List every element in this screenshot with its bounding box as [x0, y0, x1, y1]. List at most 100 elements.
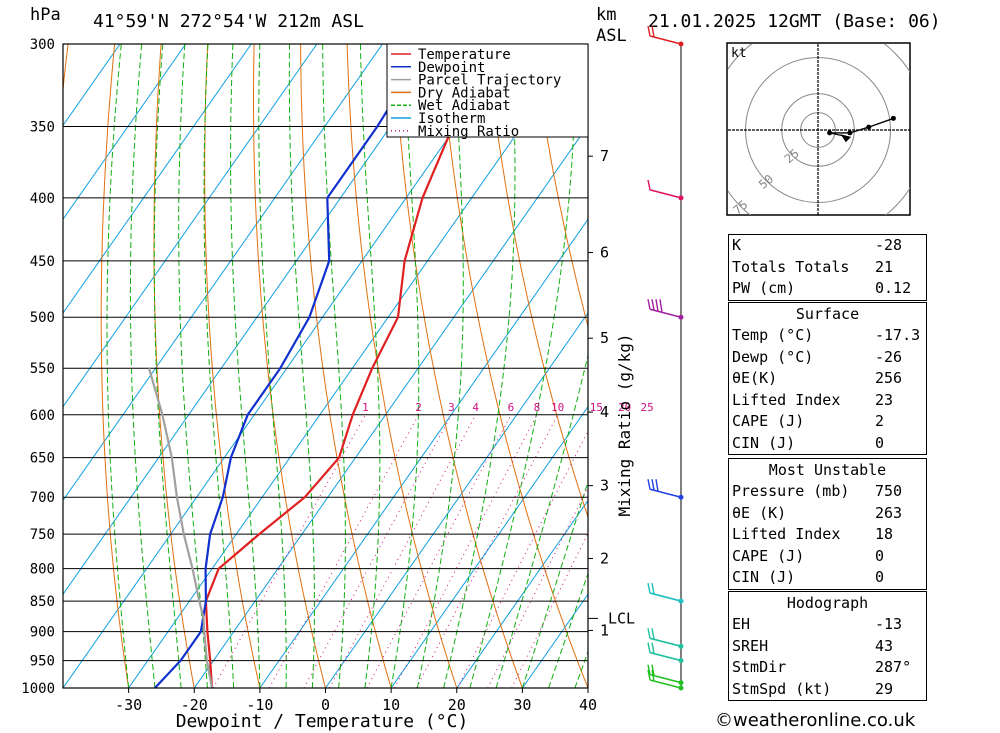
- location-title: 41°59'N 272°54'W 212m ASL: [93, 11, 364, 32]
- index-value: 0: [875, 546, 885, 565]
- mixing-ratio-label: 20: [618, 401, 631, 414]
- table-title: Surface: [795, 305, 860, 323]
- pressure-unit-label: hPa: [30, 5, 61, 25]
- dry-adiabat-line: [439, 44, 588, 688]
- height-tick-label: 2: [600, 550, 609, 568]
- index-row: Lifted Index 23: [729, 390, 926, 412]
- temperature-tick-label: 10: [382, 696, 400, 714]
- index-value: 287°: [875, 658, 912, 676]
- index-row: CIN (J) 0: [729, 433, 926, 455]
- index-label: CIN (J): [732, 568, 796, 586]
- wet-adiabat-line: [106, 44, 130, 688]
- legend-label: Dry Adiabat: [418, 85, 511, 101]
- temperature-profile: [204, 44, 496, 688]
- wet-adiabat-line: [359, 44, 381, 688]
- mixing-ratio-label: 25: [641, 401, 654, 414]
- index-label: Lifted Index: [732, 390, 841, 409]
- dry-adiabat-line: [393, 44, 523, 688]
- pressure-tick-label: 650: [30, 451, 55, 467]
- index-label: θE(K): [732, 369, 778, 387]
- pressure-tick-label: 400: [30, 191, 55, 207]
- wind-barb: [647, 299, 684, 320]
- wind-barb: [647, 642, 684, 664]
- isotherm-line: [193, 124, 588, 688]
- mixing-ratio-line: [303, 414, 452, 688]
- mixing-ratio-axis-title: Mixing Ratio (g/kg): [615, 333, 634, 516]
- km-unit-label: km: [596, 5, 616, 25]
- dry-adiabat-line: [153, 44, 195, 688]
- legend-label: Wet Adiabat: [418, 98, 511, 114]
- mixing-ratio-label: 1: [362, 401, 369, 414]
- pressure-axis: 300 350 400 450 500 550 600 650 700 750 800 850 900 9…: [21, 37, 55, 697]
- hodograph-point: [866, 124, 872, 130]
- index-label: CAPE (J): [732, 546, 805, 565]
- index-label: EH: [732, 615, 751, 633]
- legend-label: Mixing Ratio: [418, 124, 519, 140]
- index-row: Lifted Index 18: [729, 524, 926, 546]
- pressure-tick-label: 700: [30, 490, 55, 506]
- dry-adiabat-line: [346, 44, 458, 688]
- dry-adiabat-line: [0, 44, 22, 688]
- dewpoint-profile: [154, 44, 430, 688]
- pressure-tick-label: 800: [30, 562, 55, 578]
- pressure-tick-label: 550: [30, 361, 55, 377]
- isotherm-line: [390, 405, 588, 688]
- index-label: StmDir: [732, 658, 787, 676]
- wet-adiabat-line: [153, 44, 182, 688]
- wet-adiabat-line: [230, 44, 261, 688]
- pressure-tick-label: 450: [30, 254, 55, 270]
- plot-frame: [62, 43, 589, 689]
- index-label: PW (cm): [732, 279, 796, 297]
- index-value: 0: [875, 433, 885, 452]
- height-tick-label: 4: [600, 403, 609, 421]
- wind-barb: [647, 628, 684, 649]
- pressure-tick-label: 500: [30, 310, 55, 326]
- index-row: Totals Totals 21: [729, 257, 926, 279]
- legend-label: Dewpoint: [418, 60, 485, 76]
- index-value: 0: [875, 568, 885, 586]
- wind-barb: [647, 582, 684, 604]
- index-label: CIN (J): [732, 433, 796, 452]
- index-row: CAPE (J) 0: [729, 546, 926, 568]
- isotherm-line: [456, 499, 588, 688]
- wind-barbs: [647, 25, 684, 691]
- index-row: θE(K) 256: [729, 368, 926, 390]
- pressure-tick-label: 1000: [21, 681, 55, 697]
- index-label: Lifted Index: [732, 525, 841, 543]
- wet-adiabat-line: [443, 44, 516, 688]
- index-row: Pressure (mb) 750: [729, 481, 926, 503]
- pressure-level-lines: [63, 43, 588, 689]
- height-tick-label: 1: [600, 621, 609, 639]
- mixing-ratio-label: 6: [508, 401, 515, 414]
- pressure-tick-label: 600: [30, 408, 55, 424]
- index-label: CAPE (J): [732, 412, 805, 430]
- index-row: EH -13: [729, 614, 926, 636]
- index-value: -13: [875, 615, 903, 633]
- mixing-ratio-label: 3: [448, 401, 455, 414]
- isotherm-line: [63, 44, 252, 314]
- mixing-ratio-line: [457, 429, 588, 688]
- dry-adiabat-line: [952, 44, 1000, 688]
- mixing-ratio-line: [329, 414, 477, 688]
- table-title: Hodograph: [786, 594, 869, 612]
- height-tick-label: 3: [600, 477, 609, 495]
- wet-adiabat-line: [288, 44, 315, 688]
- mixing-ratio-labels: 1 2 3 4 6 8 10 15 20 25: [362, 401, 654, 414]
- index-row: CIN (J) 0: [729, 567, 926, 589]
- isotherm-line: [259, 218, 588, 688]
- index-value: 23: [875, 390, 894, 409]
- index-value: -17.3: [875, 326, 921, 344]
- asl-unit-label: ASL: [596, 26, 627, 46]
- isotherm-line: [63, 44, 449, 596]
- legend-box: [386, 43, 589, 138]
- height-tick-label: 7: [600, 147, 609, 165]
- wind-barb: [647, 25, 684, 47]
- index-row: θE (K) 263: [729, 503, 926, 525]
- pressure-tick-label: 900: [30, 625, 55, 641]
- legend-label: Temperature: [418, 47, 511, 63]
- wet-adiabat-line: [203, 44, 235, 688]
- index-label: SREH: [732, 636, 769, 655]
